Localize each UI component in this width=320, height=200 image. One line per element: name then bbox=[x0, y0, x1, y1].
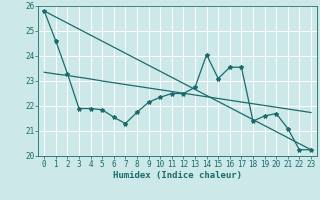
X-axis label: Humidex (Indice chaleur): Humidex (Indice chaleur) bbox=[113, 171, 242, 180]
